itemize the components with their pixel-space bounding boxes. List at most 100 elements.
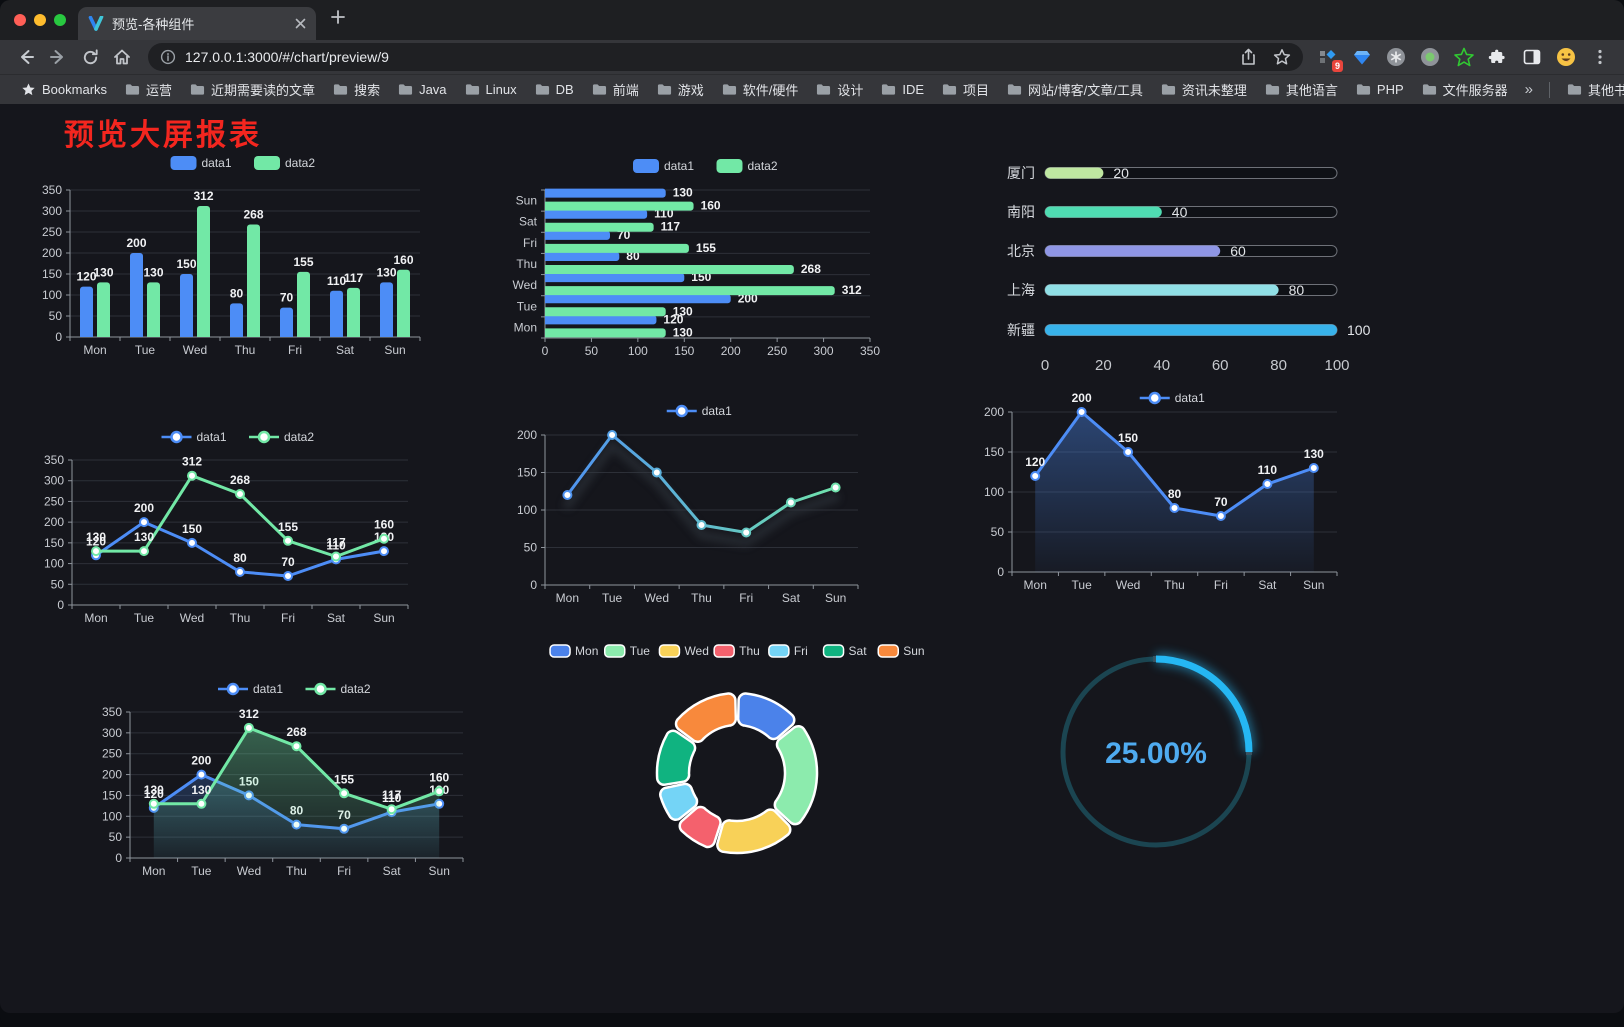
svg-text:Tue: Tue [1072,578,1093,592]
bookmark-item[interactable]: 游戏 [648,77,713,102]
legend-item-data2[interactable]: data2 [305,682,371,696]
svg-text:50: 50 [109,830,123,844]
horizontal-bar-chart[interactable]: data1 data2 0 50 100 150 200 250 300 350 Mon 120 130… [500,150,900,365]
extension-record-icon[interactable] [1419,47,1440,68]
legend-item-data1[interactable]: data1 [170,156,232,170]
area-line-chart[interactable]: data1 0 50 100 150 200 Mon Tue Wed Thu Fri Sat Sun 12… [984,388,1355,600]
donut-segment-Thu[interactable] [678,805,722,849]
legend-item-Tue[interactable]: Tue [604,644,651,658]
svg-text:Fri: Fri [281,611,295,625]
bookmark-item[interactable]: 资讯未整理 [1152,77,1256,102]
svg-text:Sat: Sat [383,864,402,878]
back-button[interactable] [13,44,39,70]
bookmark-item[interactable]: 软件/硬件 [713,77,808,102]
svg-text:厦门: 厦门 [1007,165,1035,181]
svg-text:Sat: Sat [849,644,868,658]
donut-segment-Wed[interactable] [716,808,792,855]
bookmark-item[interactable]: 其他语言 [1256,77,1347,102]
two-series-line-chart[interactable]: data1 data2 0 50 100 150 200 250 300 350 Mon Tue Wed… [35,425,420,637]
bookmark-star-icon[interactable] [1273,48,1291,66]
city-progress-chart[interactable]: 厦门 20 南阳 40 北京 60 上海 80 新疆 100 0 20 40 60 80 100 [975,148,1375,383]
donut-segment-Sat[interactable] [655,729,697,786]
maximize-window-button[interactable] [54,14,66,26]
new-tab-button[interactable] [330,9,346,25]
svg-text:20: 20 [1095,357,1112,374]
folder-icon [657,84,671,95]
grouped-bar-chart[interactable]: data1 data2 0 50 100 150 200 250 300 350 Mon Tue Wed… [35,148,465,363]
site-info-icon[interactable] [160,49,176,65]
gauge-chart[interactable]: 25.00% [1040,640,1275,875]
legend-item-Wed[interactable]: Wed [658,644,709,658]
legend-item-Mon[interactable]: Mon [549,644,598,658]
donut-segment-Mon[interactable] [736,692,796,741]
legend-item-data1[interactable]: data1 [1139,391,1205,405]
bookmark-label: IDE [902,82,925,97]
legend-item-data1[interactable]: data1 [633,159,694,173]
extension-gem-icon[interactable] [1351,47,1372,68]
svg-text:130: 130 [134,530,154,544]
bookmark-item[interactable]: 运营 [116,77,181,102]
folder-icon [942,84,957,95]
two-series-area-chart[interactable]: data1 data2 0 50 100 150 200 250 300 350 Mon Tue Wed… [95,675,485,892]
svg-text:130: 130 [376,265,396,279]
browser-menu-icon[interactable] [1589,47,1610,68]
bookmarks-root[interactable]: Bookmarks [12,79,116,100]
tab-close-icon[interactable] [295,18,306,29]
side-panel-icon[interactable] [1521,47,1542,68]
extension-grid-icon[interactable]: 9 [1317,47,1343,72]
bookmarks-overflow-chevron[interactable]: » [1524,81,1534,98]
svg-text:100: 100 [42,288,62,302]
reload-button[interactable] [77,44,103,70]
legend-item-Sun[interactable]: Sun [877,644,925,658]
bookmark-item[interactable]: IDE [872,79,933,100]
legend-item-data1[interactable]: data1 [161,430,227,444]
bookmark-item[interactable]: DB [526,79,583,100]
gradient-line-chart[interactable]: data1 0 50 100 150 200 Mon Tue Wed Thu Fri Sat Sun [505,398,880,612]
bookmark-item[interactable]: Linux [456,79,526,100]
bookmark-item[interactable]: 前端 [583,77,648,102]
bookmark-item[interactable]: 文件服务器 [1413,77,1517,102]
svg-text:117: 117 [661,220,681,234]
bookmark-label: 文件服务器 [1442,83,1508,98]
extension-star-icon[interactable] [1453,47,1474,68]
close-window-button[interactable] [14,14,26,26]
other-bookmarks[interactable]: 其他书签 [1558,77,1624,102]
bookmark-item[interactable]: 项目 [933,77,998,102]
svg-text:268: 268 [286,725,306,739]
legend-item-data1[interactable]: data1 [666,404,732,418]
donut-segment-Fri[interactable] [659,782,699,822]
folder-icon [334,84,348,95]
address-bar[interactable]: 127.0.0.1:3000/#/chart/preview/9 [148,43,1303,71]
svg-text:350: 350 [42,183,62,197]
svg-text:200: 200 [517,428,537,442]
forward-button[interactable] [45,44,71,70]
extension-asterisk-icon[interactable] [1385,47,1406,68]
url-text[interactable]: 127.0.0.1:3000/#/chart/preview/9 [185,49,389,65]
minimize-window-button[interactable] [34,14,46,26]
legend-item-Sat[interactable]: Sat [822,644,868,658]
bookmark-item[interactable]: 近期需要读的文章 [181,77,324,102]
donut-chart[interactable]: Mon Tue Wed Thu Fri Sat Sun [545,638,930,900]
bookmark-item[interactable]: 网站/博客/文章/工具 [998,77,1152,102]
bookmark-item[interactable]: 设计 [807,77,872,102]
extension-emoji-icon[interactable] [1555,47,1576,68]
home-button[interactable] [109,44,135,70]
donut-segment-Sun[interactable] [674,692,738,743]
svg-text:150: 150 [984,445,1004,459]
legend-item-data2[interactable]: data2 [716,159,778,173]
bookmark-item[interactable]: Java [389,79,455,100]
browser-tab[interactable]: 预览-各种组件 [78,7,316,40]
bookmark-label: 资讯未整理 [1181,83,1247,98]
donut-segment-Tue[interactable] [773,724,819,826]
share-icon[interactable] [1240,48,1257,66]
legend-item-Thu[interactable]: Thu [713,644,760,658]
legend-item-Fri[interactable]: Fri [768,644,808,658]
legend-item-data1[interactable]: data1 [218,682,283,696]
legend-item-data2[interactable]: data2 [249,430,314,444]
svg-text:Tue: Tue [630,644,651,658]
legend-item-data2[interactable]: data2 [254,156,315,170]
svg-text:120: 120 [663,312,683,326]
bookmark-item[interactable]: 搜索 [324,77,389,102]
extensions-puzzle-icon[interactable] [1487,47,1508,68]
bookmark-item[interactable]: PHP [1347,79,1413,100]
